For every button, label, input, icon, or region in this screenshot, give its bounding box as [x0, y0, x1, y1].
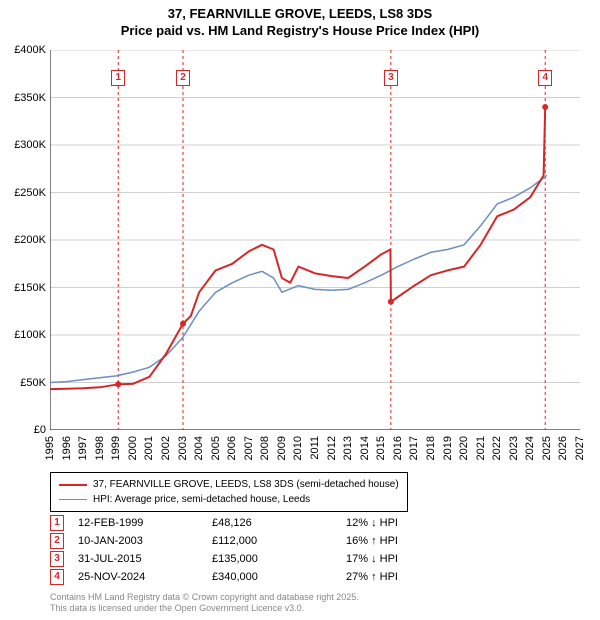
event-delta: 27% ↑ HPI: [346, 571, 446, 583]
legend-label: 37, FEARNVILLE GROVE, LEEDS, LS8 3DS (se…: [93, 477, 399, 492]
x-tick-label: 1997: [77, 436, 89, 460]
x-tick-label: 2003: [177, 436, 189, 460]
legend: 37, FEARNVILLE GROVE, LEEDS, LS8 3DS (se…: [50, 472, 408, 512]
plot-area: [50, 50, 580, 430]
x-tick-label: 2013: [342, 436, 354, 460]
x-tick-label: 1995: [44, 436, 56, 460]
event-row-marker: 1: [50, 515, 64, 531]
event-marker: 2: [176, 70, 190, 86]
x-tick-label: 2000: [127, 436, 139, 460]
footer-attribution: Contains HM Land Registry data © Crown c…: [50, 592, 359, 614]
x-tick-label: 2017: [408, 436, 420, 460]
event-row-marker: 2: [50, 533, 64, 549]
chart-title: 37, FEARNVILLE GROVE, LEEDS, LS8 3DS Pri…: [0, 0, 600, 40]
y-tick-label: £300K: [14, 139, 46, 151]
legend-item: 37, FEARNVILLE GROVE, LEEDS, LS8 3DS (se…: [59, 477, 399, 492]
y-tick-label: £0: [34, 424, 46, 436]
legend-swatch: [59, 484, 87, 486]
events-table: 1 12-FEB-1999 £48,126 12% ↓ HPI 2 10-JAN-2003…: [50, 514, 446, 586]
event-marker: 4: [538, 70, 552, 86]
event-marker: 3: [384, 70, 398, 86]
legend-label: HPI: Average price, semi-detached house,…: [93, 492, 310, 507]
y-tick-label: £100K: [14, 329, 46, 341]
y-tick-label: £150K: [14, 282, 46, 294]
x-tick-label: 1996: [61, 436, 73, 460]
legend-item: HPI: Average price, semi-detached house,…: [59, 492, 399, 507]
x-tick-label: 2007: [243, 436, 255, 460]
footer-line2: This data is licensed under the Open Gov…: [50, 603, 359, 614]
x-axis-labels: 1995199619971998199920002001200220032004…: [50, 432, 580, 472]
x-tick-label: 2009: [276, 436, 288, 460]
y-tick-label: £400K: [14, 44, 46, 56]
x-tick-label: 2011: [309, 436, 321, 460]
title-line2: Price paid vs. HM Land Registry's House …: [0, 23, 600, 40]
event-delta: 12% ↓ HPI: [346, 517, 446, 529]
event-price: £135,000: [212, 553, 332, 565]
event-row-marker: 3: [50, 551, 64, 567]
event-price: £48,126: [212, 517, 332, 529]
x-tick-label: 2014: [359, 436, 371, 460]
x-tick-label: 2004: [193, 436, 205, 460]
x-tick-label: 2024: [524, 436, 536, 460]
event-row: 2 10-JAN-2003 £112,000 16% ↑ HPI: [50, 532, 446, 550]
x-tick-label: 2027: [574, 436, 586, 460]
event-row-marker: 4: [50, 569, 64, 585]
x-tick-label: 2023: [508, 436, 520, 460]
x-tick-label: 2008: [259, 436, 271, 460]
x-tick-label: 2010: [292, 436, 304, 460]
x-tick-label: 2001: [143, 436, 155, 460]
event-delta: 17% ↓ HPI: [346, 553, 446, 565]
x-tick-label: 2018: [425, 436, 437, 460]
x-tick-label: 2006: [226, 436, 238, 460]
event-price: £112,000: [212, 535, 332, 547]
chart-container: 37, FEARNVILLE GROVE, LEEDS, LS8 3DS Pri…: [0, 0, 600, 620]
event-date: 12-FEB-1999: [78, 517, 198, 529]
footer-line1: Contains HM Land Registry data © Crown c…: [50, 592, 359, 603]
y-tick-label: £350K: [14, 92, 46, 104]
x-tick-label: 2005: [210, 436, 222, 460]
event-date: 31-JUL-2015: [78, 553, 198, 565]
x-tick-label: 2022: [491, 436, 503, 460]
event-delta: 16% ↑ HPI: [346, 535, 446, 547]
y-axis-labels: £0£50K£100K£150K£200K£250K£300K£350K£400…: [0, 50, 48, 430]
event-price: £340,000: [212, 571, 332, 583]
x-tick-label: 2020: [458, 436, 470, 460]
y-tick-label: £200K: [14, 234, 46, 246]
legend-swatch: [59, 499, 87, 500]
event-marker: 1: [111, 70, 125, 86]
x-tick-label: 1999: [110, 436, 122, 460]
y-tick-label: £50K: [20, 377, 46, 389]
x-tick-label: 2019: [442, 436, 454, 460]
x-tick-label: 2021: [475, 436, 487, 460]
x-tick-label: 2012: [326, 436, 338, 460]
event-row: 4 25-NOV-2024 £340,000 27% ↑ HPI: [50, 568, 446, 586]
x-tick-label: 2025: [541, 436, 553, 460]
x-tick-label: 2015: [375, 436, 387, 460]
event-row: 1 12-FEB-1999 £48,126 12% ↓ HPI: [50, 514, 446, 532]
x-tick-label: 2002: [160, 436, 172, 460]
event-date: 25-NOV-2024: [78, 571, 198, 583]
x-tick-label: 2016: [392, 436, 404, 460]
event-date: 10-JAN-2003: [78, 535, 198, 547]
x-tick-label: 2026: [557, 436, 569, 460]
y-tick-label: £250K: [14, 187, 46, 199]
x-tick-label: 1998: [94, 436, 106, 460]
event-row: 3 31-JUL-2015 £135,000 17% ↓ HPI: [50, 550, 446, 568]
title-line1: 37, FEARNVILLE GROVE, LEEDS, LS8 3DS: [0, 6, 600, 23]
